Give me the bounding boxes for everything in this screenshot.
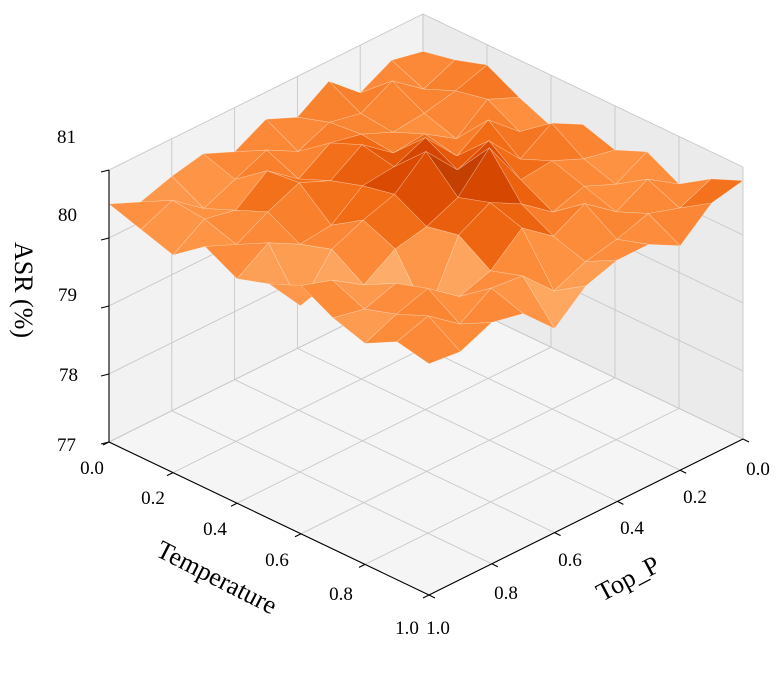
top-p-axis-line bbox=[428, 438, 744, 596]
top-p-tick-mark bbox=[491, 563, 499, 568]
temperature-axis-line bbox=[108, 441, 430, 596]
top-p-tick-label: 0.6 bbox=[558, 550, 582, 571]
surface-facet bbox=[396, 315, 461, 365]
temperature-tick-mark bbox=[422, 594, 430, 599]
z-tick-label: 79 bbox=[58, 285, 77, 306]
temperature-tick-mark bbox=[102, 441, 110, 446]
top-p-tick-mark bbox=[742, 438, 750, 443]
temperature-tick-label: 0.0 bbox=[80, 458, 104, 479]
temperature-tick-mark bbox=[358, 563, 366, 568]
surface-plot bbox=[108, 51, 744, 365]
temperature-axis-title: Temperature bbox=[152, 535, 282, 620]
top-p-tick-label: 0.2 bbox=[683, 487, 707, 508]
top-p-tick-mark bbox=[679, 469, 687, 474]
gridline bbox=[364, 407, 680, 565]
z-tick-mark bbox=[100, 373, 110, 377]
top-p-axis-title: Top_P bbox=[591, 550, 664, 607]
top-p-tick-mark bbox=[617, 500, 624, 505]
temperature-tick-label: 0.6 bbox=[265, 550, 289, 571]
gridline bbox=[297, 347, 618, 502]
top-p-tick-mark bbox=[428, 594, 436, 599]
z-tick-label: 81 bbox=[57, 127, 76, 148]
temperature-tick-label: 0.8 bbox=[329, 584, 353, 605]
temperature-tick-mark bbox=[166, 472, 174, 477]
z-tick-label: 80 bbox=[58, 205, 77, 226]
top-p-tick-label: 1.0 bbox=[426, 618, 450, 639]
temperature-tick-label: 0.2 bbox=[141, 488, 165, 509]
asr-axis-title: ASR (%) bbox=[9, 242, 38, 338]
top-p-tick-label: 0.0 bbox=[746, 459, 770, 480]
gridline bbox=[171, 410, 492, 565]
axis-lines bbox=[100, 169, 750, 599]
gridline bbox=[234, 379, 555, 534]
z-tick-label: 77 bbox=[57, 435, 76, 456]
temperature-tick-mark bbox=[230, 502, 238, 507]
z-axis-ticks: 77 78 79 80 81 bbox=[57, 127, 78, 456]
gridline bbox=[300, 377, 616, 535]
top-p-tick-mark bbox=[554, 532, 561, 537]
temperature-tick-mark bbox=[294, 533, 302, 538]
top-p-tick-label: 0.8 bbox=[494, 583, 518, 604]
gridline bbox=[108, 13, 744, 171]
z-tick-label: 78 bbox=[59, 365, 78, 386]
z-tick-mark bbox=[100, 305, 110, 309]
temperature-axis-ticks: 0.0 0.2 0.4 0.6 0.8 1.0 bbox=[80, 458, 419, 639]
z-tick-mark bbox=[100, 237, 110, 241]
top-p-axis-ticks: 0.0 0.2 0.4 0.6 0.8 1.0 bbox=[426, 459, 770, 639]
top-p-tick-label: 0.4 bbox=[620, 518, 644, 539]
temperature-tick-label: 1.0 bbox=[395, 618, 419, 639]
z-tick-mark bbox=[100, 169, 110, 173]
temperature-tick-label: 0.4 bbox=[203, 519, 227, 540]
gridline bbox=[236, 346, 552, 504]
